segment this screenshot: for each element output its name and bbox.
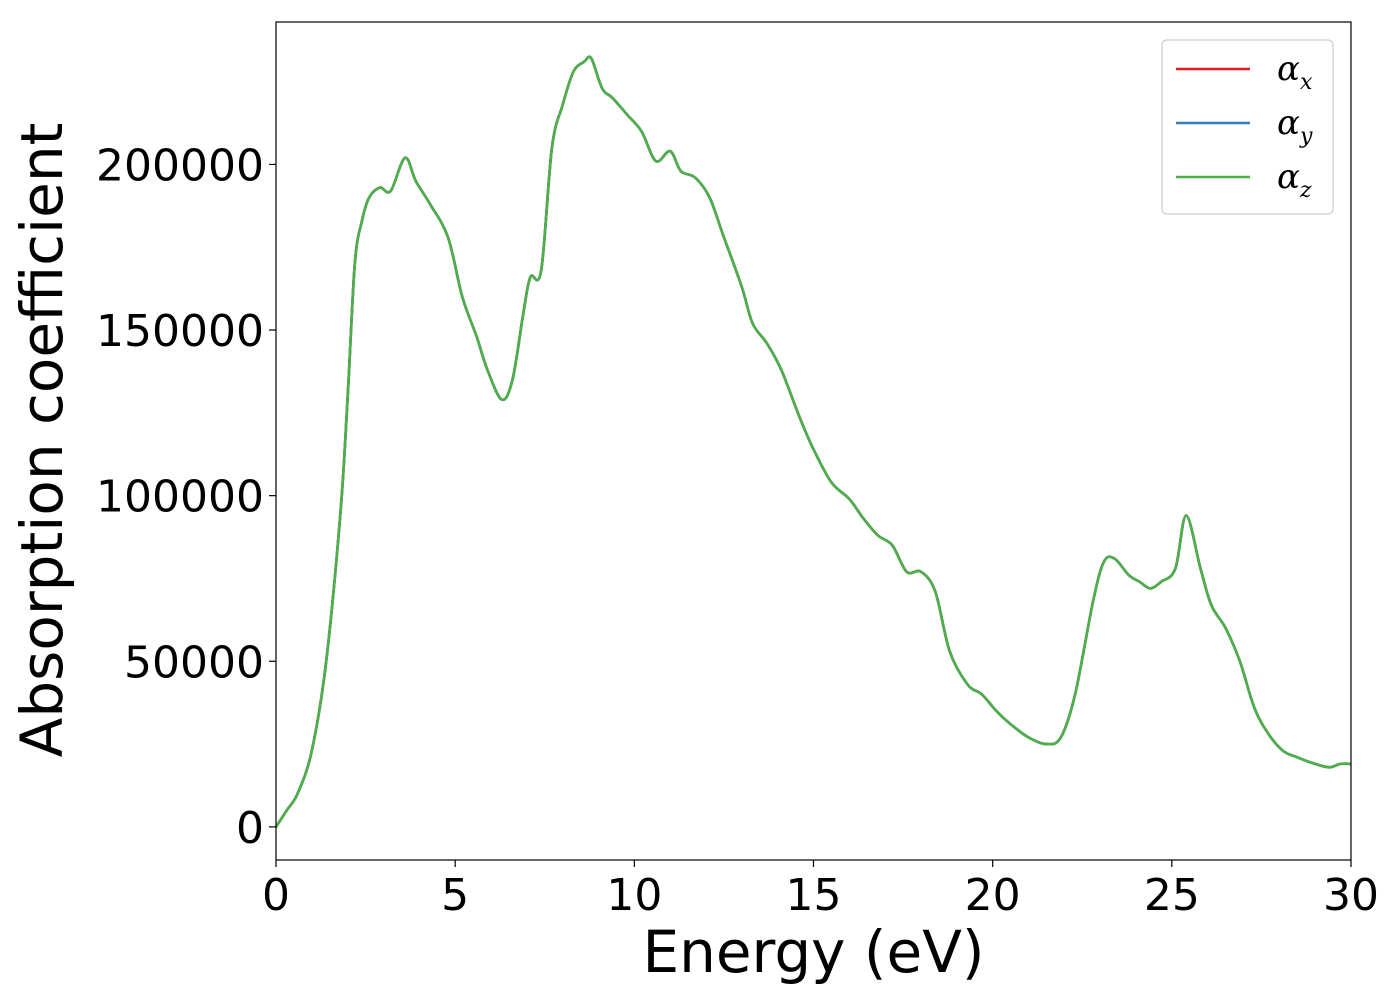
- legend-label-y: αy: [1277, 103, 1313, 149]
- x-tick-label: 0: [262, 870, 290, 921]
- plot-area: [276, 55, 1351, 829]
- legend: αx αy αz: [1161, 39, 1334, 215]
- x-tick-label: 15: [786, 870, 842, 921]
- series-line-z: [276, 55, 1351, 829]
- y-tick-label: 100000: [96, 472, 264, 523]
- x-tick-label: 5: [441, 870, 469, 921]
- x-tick-label: 30: [1323, 870, 1379, 921]
- axis-ticks: 0 5 10 15 20 25 30 0 50000 100000 150000 200000: [96, 140, 1379, 921]
- legend-box: [1161, 39, 1334, 215]
- x-tick-label: 25: [1144, 870, 1200, 921]
- legend-label-z: αz: [1277, 157, 1312, 203]
- legend-label-x: αx: [1277, 49, 1313, 95]
- y-tick-label: 150000: [96, 306, 264, 357]
- y-axis-title: Absorption coefficient: [8, 123, 76, 758]
- x-tick-label: 10: [606, 870, 662, 921]
- x-tick-label: 20: [965, 870, 1021, 921]
- y-tick-label: 200000: [96, 140, 264, 191]
- y-tick-label: 0: [236, 803, 264, 854]
- x-axis-title: Energy (eV): [642, 918, 984, 986]
- y-tick-label: 50000: [124, 637, 264, 688]
